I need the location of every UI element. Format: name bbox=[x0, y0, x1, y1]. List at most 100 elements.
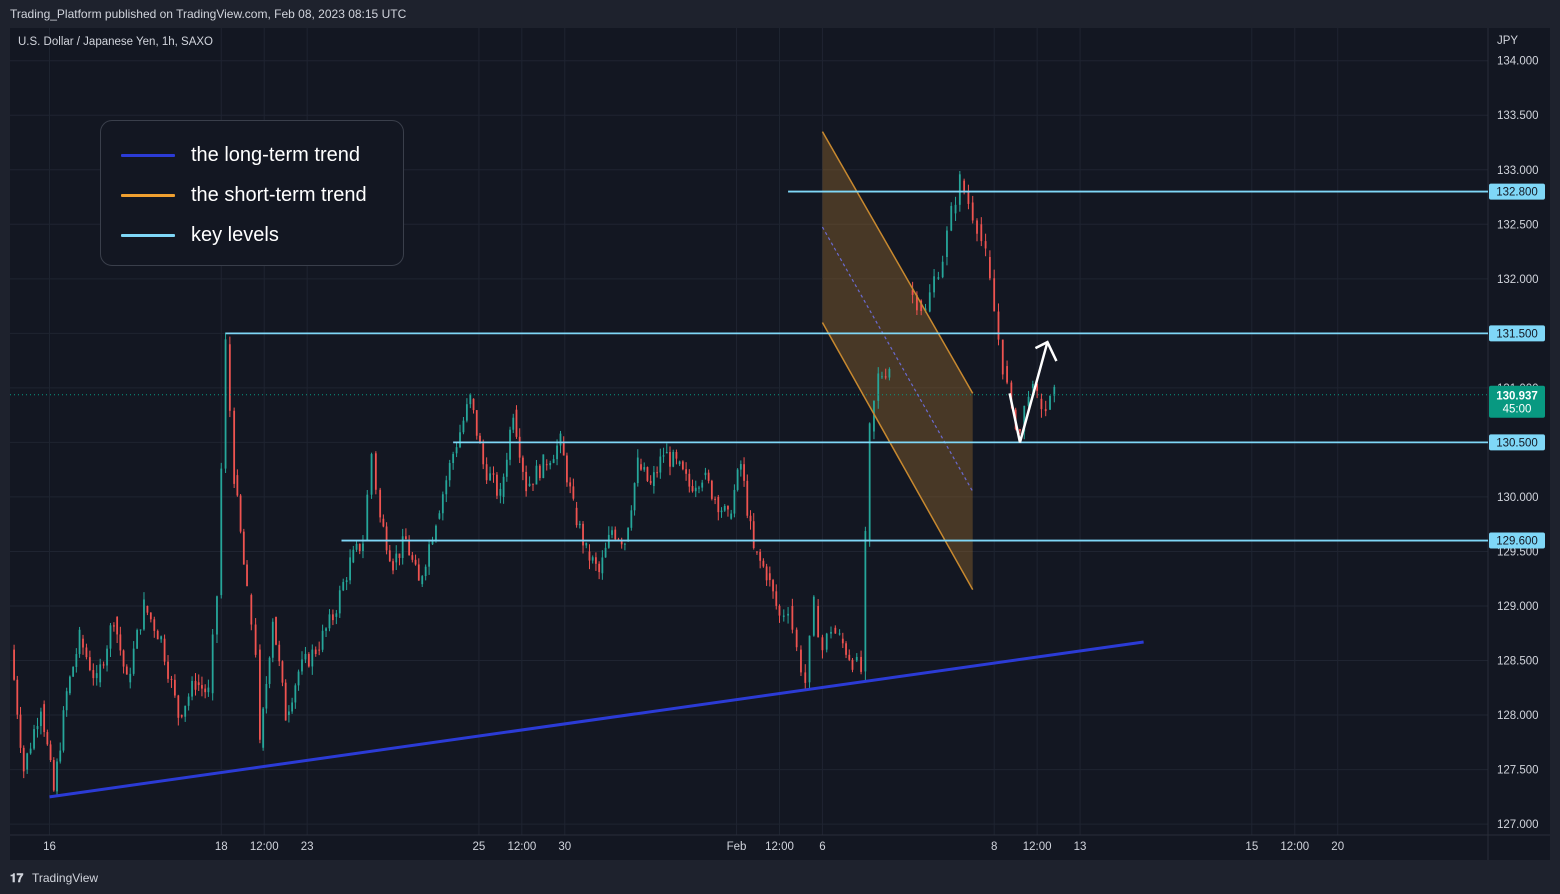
candle-body bbox=[102, 664, 105, 666]
candle-body bbox=[414, 559, 417, 565]
candle-body bbox=[75, 654, 78, 667]
x-tick-label: 13 bbox=[1074, 841, 1087, 853]
current-price-value: 130.937 bbox=[1496, 391, 1538, 403]
candle-body bbox=[714, 498, 716, 500]
channel-midline bbox=[821, 226, 974, 492]
symbol-title: U.S. Dollar / Japanese Yen, 1h, SAXO bbox=[18, 36, 213, 48]
candle-body bbox=[733, 489, 736, 514]
candle-body bbox=[701, 482, 704, 488]
candle-body bbox=[812, 596, 815, 636]
candle-body bbox=[980, 224, 983, 242]
candle-body bbox=[395, 553, 398, 563]
candle-body bbox=[482, 443, 485, 465]
y-tick-label: 133.000 bbox=[1497, 165, 1539, 177]
candle-body bbox=[125, 666, 128, 675]
candle-body bbox=[765, 566, 768, 581]
candle-body bbox=[173, 679, 176, 696]
candle-body bbox=[585, 542, 588, 546]
candle-body bbox=[106, 648, 108, 666]
candle-body bbox=[845, 643, 847, 655]
candle-body bbox=[884, 376, 887, 378]
candle-body bbox=[398, 553, 401, 558]
candle-body bbox=[739, 464, 742, 470]
candle-body bbox=[452, 453, 455, 464]
candle-body bbox=[778, 605, 781, 616]
candle-body bbox=[99, 664, 102, 683]
candle-body bbox=[136, 630, 139, 649]
x-tick-label: 12:00 bbox=[1280, 841, 1309, 853]
candle-body bbox=[132, 648, 135, 674]
candle-body bbox=[662, 455, 665, 457]
candle-body bbox=[954, 204, 957, 214]
candle-body bbox=[421, 576, 424, 585]
candle-body bbox=[694, 487, 697, 492]
candle-body bbox=[559, 433, 562, 446]
candle-body bbox=[65, 691, 68, 711]
tradingview-logo-icon[interactable]: 𝟏𝟕 bbox=[10, 871, 24, 885]
x-tick-label: 12:00 bbox=[1023, 841, 1052, 853]
candle-body bbox=[552, 459, 555, 463]
y-tick-label: 133.500 bbox=[1497, 110, 1539, 122]
candle-body bbox=[971, 202, 974, 221]
candle-body bbox=[242, 531, 245, 565]
x-tick-label: 25 bbox=[473, 841, 486, 853]
candle-body bbox=[588, 551, 591, 561]
candle-body bbox=[462, 420, 465, 433]
candle-body bbox=[851, 659, 854, 670]
candle-body bbox=[569, 482, 572, 487]
candle-body bbox=[772, 580, 774, 592]
x-tick-label: 12:00 bbox=[765, 841, 794, 853]
candle-body bbox=[535, 465, 538, 485]
candle-body bbox=[109, 625, 112, 649]
x-tick-label: 8 bbox=[991, 841, 997, 853]
candle-body bbox=[746, 480, 749, 516]
y-tick-label: 127.000 bbox=[1497, 819, 1539, 831]
candle-body bbox=[502, 476, 505, 497]
x-tick-label: 16 bbox=[43, 841, 56, 853]
candle-body bbox=[321, 630, 324, 650]
channel-fill bbox=[822, 131, 973, 590]
candle-body bbox=[646, 467, 649, 481]
candle-body bbox=[291, 702, 294, 712]
footer-brand[interactable]: TradingView bbox=[32, 871, 99, 885]
candle-body bbox=[43, 704, 46, 733]
candle-body bbox=[379, 489, 382, 518]
candle-body bbox=[691, 486, 694, 492]
candle-body bbox=[314, 649, 317, 655]
candle-body bbox=[698, 487, 700, 489]
candle-body bbox=[720, 510, 723, 513]
candle-body bbox=[911, 289, 914, 295]
candle-body bbox=[549, 462, 552, 466]
candle-body bbox=[392, 561, 394, 571]
candle-body bbox=[920, 300, 923, 312]
key-level-tag bbox=[1489, 532, 1545, 549]
candle-body bbox=[22, 747, 25, 772]
candle-body bbox=[287, 711, 290, 716]
candle-body bbox=[85, 647, 88, 658]
channel-upper bbox=[821, 131, 974, 394]
candle-body bbox=[877, 373, 880, 401]
candle-body bbox=[496, 474, 498, 496]
candle-body bbox=[958, 174, 961, 205]
candle-body bbox=[16, 679, 19, 715]
candle-body bbox=[937, 277, 940, 279]
currency-label: JPY bbox=[1497, 35, 1518, 47]
candle-body bbox=[928, 292, 931, 312]
candle-body bbox=[228, 344, 231, 411]
candle-body bbox=[250, 595, 253, 625]
candle-body bbox=[342, 582, 345, 591]
candle-body bbox=[723, 505, 726, 511]
candle-body bbox=[469, 394, 472, 405]
candle-body bbox=[275, 616, 277, 645]
candle-body bbox=[72, 666, 75, 677]
candle-body bbox=[736, 469, 739, 490]
candle-body bbox=[472, 398, 475, 411]
candle-body bbox=[941, 261, 944, 278]
x-tick-label: 18 bbox=[215, 841, 228, 853]
candle-body bbox=[318, 649, 321, 651]
channel-lower bbox=[821, 322, 974, 590]
candle-body bbox=[139, 629, 142, 631]
candle-body bbox=[1036, 383, 1039, 391]
